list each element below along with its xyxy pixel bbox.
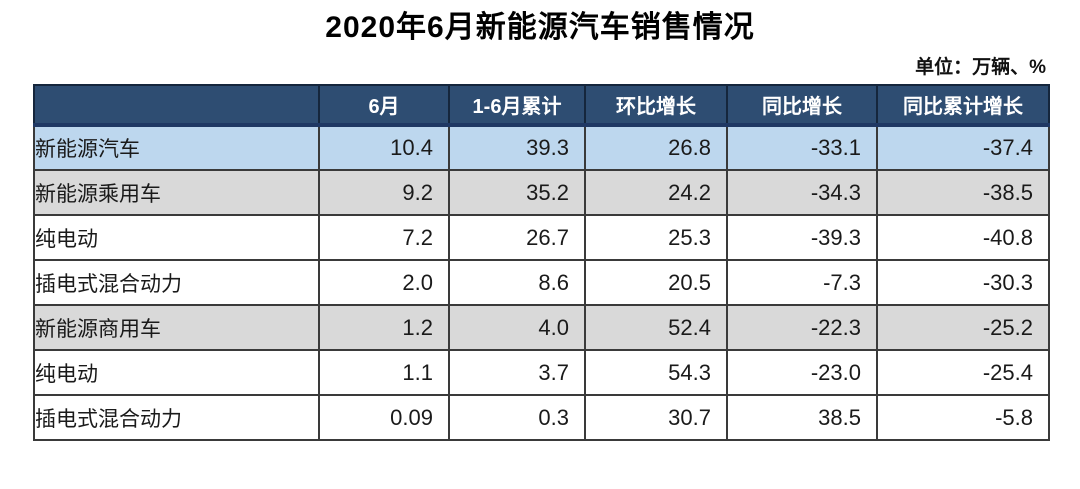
cell-ytd: 8.6 (448, 259, 586, 306)
cell-ytd: 35.2 (448, 169, 586, 216)
cell-ytd: 0.3 (448, 394, 586, 441)
row-label: 新能源乘用车 (33, 169, 320, 216)
unit-note: 单位：万辆、% (915, 57, 1046, 78)
table-row-passenger-bev: 纯电动 7.2 26.7 25.3 -39.3 -40.8 (33, 214, 1050, 261)
table-row-commercial-phev: 插电式混合动力 0.09 0.3 30.7 38.5 -5.8 (33, 394, 1050, 441)
table-row-commercial-bev: 纯电动 1.1 3.7 54.3 -23.0 -25.4 (33, 349, 1050, 396)
page-title: 2020年6月新能源汽车销售情况 (325, 11, 755, 44)
cell-june: 2.0 (318, 259, 450, 306)
row-label: 插电式混合动力 (33, 259, 320, 306)
cell-mom: 52.4 (584, 304, 728, 351)
cell-june: 7.2 (318, 214, 450, 261)
cell-ytd: 26.7 (448, 214, 586, 261)
cell-yoy: -22.3 (726, 304, 878, 351)
cell-june: 1.2 (318, 304, 450, 351)
cell-yoy: 38.5 (726, 394, 878, 441)
header-cell-yoy-growth: 同比增长 (726, 84, 878, 127)
cell-yoy-cum: -38.5 (876, 169, 1050, 216)
cell-ytd: 4.0 (448, 304, 586, 351)
table-row-commercial: 新能源商用车 1.2 4.0 52.4 -22.3 -25.2 (33, 304, 1050, 351)
cell-mom: 54.3 (584, 349, 728, 396)
row-label: 新能源汽车 (33, 124, 320, 171)
cell-yoy-cum: -30.3 (876, 259, 1050, 306)
row-label: 新能源商用车 (33, 304, 320, 351)
cell-mom: 26.8 (584, 124, 728, 171)
cell-mom: 25.3 (584, 214, 728, 261)
cell-ytd: 3.7 (448, 349, 586, 396)
table-row-passenger-phev: 插电式混合动力 2.0 8.6 20.5 -7.3 -30.3 (33, 259, 1050, 306)
cell-yoy: -7.3 (726, 259, 878, 306)
table-row-nev-total: 新能源汽车 10.4 39.3 26.8 -33.1 -37.4 (33, 124, 1050, 171)
header-cell-yoy-cumulative-growth: 同比累计增长 (876, 84, 1050, 127)
cell-june: 1.1 (318, 349, 450, 396)
cell-yoy-cum: -25.2 (876, 304, 1050, 351)
cell-yoy: -39.3 (726, 214, 878, 261)
cell-ytd: 39.3 (448, 124, 586, 171)
cell-yoy: -23.0 (726, 349, 878, 396)
header-cell-june: 6月 (318, 84, 450, 127)
cell-mom: 24.2 (584, 169, 728, 216)
nev-sales-table: 6月 1-6月累计 环比增长 同比增长 同比累计增长 新能源汽车 10.4 39… (33, 84, 1050, 441)
cell-mom: 30.7 (584, 394, 728, 441)
cell-yoy-cum: -5.8 (876, 394, 1050, 441)
table-container: 单位：万辆、% 6月 1-6月累计 环比增长 同比增长 同比累计增长 新能源汽车… (33, 52, 1050, 441)
row-label: 纯电动 (33, 214, 320, 261)
cell-june: 9.2 (318, 169, 450, 216)
cell-yoy: -34.3 (726, 169, 878, 216)
cell-june: 10.4 (318, 124, 450, 171)
cell-yoy-cum: -40.8 (876, 214, 1050, 261)
cell-yoy-cum: -25.4 (876, 349, 1050, 396)
cell-mom: 20.5 (584, 259, 728, 306)
cell-yoy-cum: -37.4 (876, 124, 1050, 171)
header-cell-mom-growth: 环比增长 (584, 84, 728, 127)
row-label: 纯电动 (33, 349, 320, 396)
header-cell-empty (33, 84, 320, 127)
row-label: 插电式混合动力 (33, 394, 320, 441)
cell-yoy: -33.1 (726, 124, 878, 171)
cell-june: 0.09 (318, 394, 450, 441)
table-row-passenger: 新能源乘用车 9.2 35.2 24.2 -34.3 -38.5 (33, 169, 1050, 216)
table-header-row: 6月 1-6月累计 环比增长 同比增长 同比累计增长 (33, 84, 1050, 127)
header-cell-ytd: 1-6月累计 (448, 84, 586, 127)
